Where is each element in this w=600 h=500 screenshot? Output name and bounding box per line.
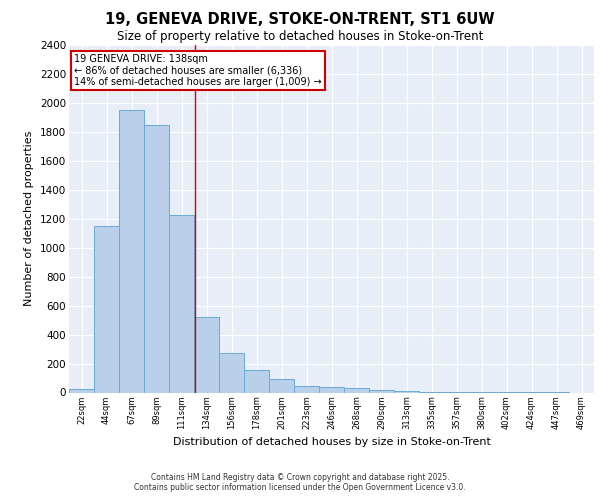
Bar	[194, 317, 219, 392]
Bar	[244, 370, 269, 392]
Y-axis label: Number of detached properties: Number of detached properties	[25, 131, 34, 306]
Bar	[169, 215, 194, 392]
Text: 19 GENEVA DRIVE: 138sqm
← 86% of detached houses are smaller (6,336)
14% of semi: 19 GENEVA DRIVE: 138sqm ← 86% of detache…	[74, 54, 322, 87]
Bar	[394, 391, 419, 392]
Text: Contains HM Land Registry data © Crown copyright and database right 2025.
Contai: Contains HM Land Registry data © Crown c…	[134, 473, 466, 492]
X-axis label: Distribution of detached houses by size in Stoke-on-Trent: Distribution of detached houses by size …	[173, 438, 490, 448]
Bar	[69, 389, 94, 392]
Text: 19, GENEVA DRIVE, STOKE-ON-TRENT, ST1 6UW: 19, GENEVA DRIVE, STOKE-ON-TRENT, ST1 6U…	[105, 12, 495, 28]
Bar	[319, 388, 344, 392]
Bar	[344, 388, 369, 392]
Bar	[269, 380, 294, 392]
Bar	[294, 386, 319, 392]
Bar	[144, 124, 169, 392]
Text: Size of property relative to detached houses in Stoke-on-Trent: Size of property relative to detached ho…	[117, 30, 483, 43]
Bar	[219, 354, 244, 393]
Bar	[119, 110, 144, 393]
Bar	[369, 390, 394, 392]
Bar	[94, 226, 119, 392]
